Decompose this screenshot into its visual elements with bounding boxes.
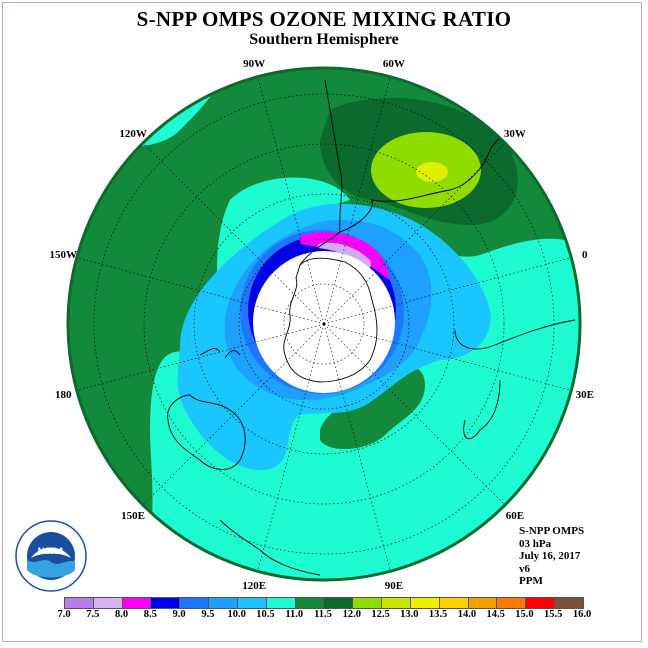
longitude-label: 0 bbox=[582, 249, 588, 261]
meridian-line bbox=[142, 323, 325, 506]
colorbar bbox=[64, 597, 584, 609]
lat-circle-5 bbox=[93, 93, 555, 555]
info-line: July 16, 2017 bbox=[519, 550, 581, 562]
meridian-line bbox=[323, 142, 506, 325]
longitude-label: 120W bbox=[119, 128, 147, 140]
colorbar-swatch bbox=[295, 598, 325, 608]
colorbar-label: 13.5 bbox=[428, 609, 448, 620]
info-line: v6 bbox=[519, 562, 530, 575]
longitude-label: 120E bbox=[242, 580, 266, 592]
colorbar-label: 8.5 bbox=[143, 609, 157, 620]
colorbar-swatch bbox=[410, 598, 440, 608]
contour-13-max bbox=[416, 162, 448, 182]
colorbar-swatch bbox=[439, 598, 469, 608]
colorbar-swatch bbox=[151, 598, 181, 608]
colorbar-label: 14.5 bbox=[486, 609, 505, 620]
meridian-line bbox=[323, 323, 572, 391]
south-america-coast bbox=[324, 79, 521, 233]
longitude-label: 60W bbox=[383, 58, 405, 70]
map-outer-border bbox=[66, 66, 582, 582]
svg-text:NOAA: NOAA bbox=[38, 546, 65, 556]
meridian-line bbox=[142, 142, 325, 325]
longitude-label: 90W bbox=[243, 58, 265, 70]
coastlines bbox=[167, 79, 576, 576]
colorbar-label: 15.5 bbox=[544, 609, 563, 620]
colorbar-swatch bbox=[180, 598, 210, 608]
antarctic-peninsula-coast bbox=[299, 231, 341, 266]
colorbar-label: 15.0 bbox=[515, 609, 534, 620]
colorbar-labels: 7.0 7.5 8.0 8.5 9.0 9.5 10.0 10.5 11.0 11.5 12.0 12… bbox=[35, 609, 611, 623]
colorbar-swatch bbox=[237, 598, 267, 608]
colorbar-label: 12.0 bbox=[342, 609, 361, 620]
meridian-line bbox=[76, 323, 325, 391]
southeast-asia-coast bbox=[219, 519, 321, 576]
colorbar-swatch bbox=[555, 598, 583, 608]
colorbar-swatch bbox=[209, 598, 238, 608]
colorbar-label: 9.5 bbox=[201, 609, 215, 620]
colorbar-label: 7.0 bbox=[57, 609, 71, 620]
pole-marker bbox=[322, 322, 326, 326]
lat-circle-2 bbox=[238, 238, 410, 410]
product-info: S-NPP OMPS 03 hPa July 16, 2017 v6 PPM bbox=[519, 525, 584, 588]
colorbar-swatch bbox=[353, 598, 383, 608]
colorbar-label: 9.0 bbox=[172, 609, 186, 620]
colorbar-label: 7.5 bbox=[86, 609, 100, 620]
longitude-label: 30W bbox=[504, 128, 526, 140]
polar-night-disk bbox=[253, 251, 395, 393]
colorbar-swatch bbox=[497, 598, 527, 608]
antarctica-coast bbox=[283, 257, 378, 383]
map-title: S-NPP OMPS OZONE MIXING RATIO bbox=[136, 7, 512, 31]
info-line: 03 hPa bbox=[519, 537, 552, 550]
colorbar-swatch bbox=[93, 598, 123, 608]
australia-coast bbox=[167, 394, 246, 470]
meridian-line bbox=[323, 323, 506, 506]
colorbar-label: 10.5 bbox=[256, 609, 275, 620]
meridian-line bbox=[323, 323, 391, 572]
meridians bbox=[76, 76, 572, 572]
longitude-label: 60E bbox=[506, 510, 524, 522]
colorbar-swatch bbox=[526, 598, 556, 608]
colorbar-label: 10.0 bbox=[227, 609, 246, 620]
new-zealand-coast bbox=[199, 348, 241, 359]
lat-circle-1 bbox=[283, 283, 365, 365]
longitude-label: 90E bbox=[385, 580, 403, 592]
longitude-label: 150W bbox=[49, 249, 77, 261]
colorbar-swatch bbox=[468, 598, 498, 608]
africa-coast bbox=[454, 319, 576, 440]
contour-8-cap bbox=[318, 242, 371, 269]
colorbar-swatch bbox=[382, 598, 411, 608]
info-line: PPM bbox=[519, 575, 543, 587]
colorbar-label: 8.0 bbox=[114, 609, 129, 620]
longitude-labels: 90W 60W 30W 0 30E 60E 90E 120E 150E 180 150W 120W bbox=[49, 58, 594, 592]
noaa-logo-icon: NOAA bbox=[15, 520, 87, 592]
meridian-line bbox=[323, 257, 572, 325]
colorbar-swatch bbox=[65, 598, 94, 608]
longitude-label: 180 bbox=[55, 389, 72, 401]
meridian-line bbox=[76, 257, 325, 325]
figure-frame bbox=[2, 2, 642, 642]
colorbar-swatch bbox=[324, 598, 354, 608]
meridian-line bbox=[257, 76, 325, 325]
colorbar-swatch bbox=[266, 598, 296, 608]
lat-circle-3 bbox=[193, 193, 455, 455]
meridian-line bbox=[323, 76, 391, 325]
colorbar-label: 11.5 bbox=[314, 609, 332, 620]
graticule bbox=[76, 76, 572, 572]
lat-circle-4 bbox=[143, 143, 505, 505]
colorbar-label: 14.0 bbox=[457, 609, 477, 620]
meridian-line bbox=[257, 323, 325, 572]
map-subtitle: Southern Hemisphere bbox=[249, 31, 399, 48]
colorbar-label: 13.0 bbox=[400, 609, 419, 620]
colorbar-swatch bbox=[122, 598, 152, 608]
longitude-label: 150E bbox=[121, 510, 145, 522]
colorbar-label: 11.0 bbox=[285, 609, 304, 620]
longitude-label: 30E bbox=[576, 389, 594, 401]
info-line: S-NPP OMPS bbox=[519, 525, 585, 537]
contour-11-5-east bbox=[320, 366, 425, 450]
colorbar-label: 12.5 bbox=[371, 609, 390, 620]
colorbar-label: 16.0 bbox=[572, 609, 592, 620]
